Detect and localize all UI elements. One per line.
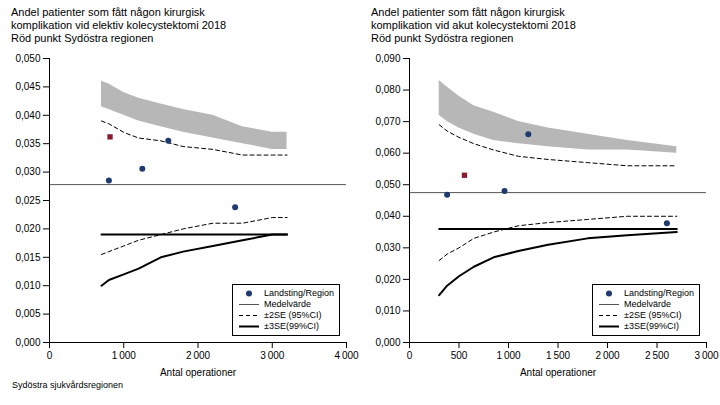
svg-text:1 000: 1 000	[496, 350, 521, 361]
svg-text:0,080: 0,080	[375, 84, 400, 95]
svg-text:0,005: 0,005	[15, 308, 40, 319]
svg-text:0,020: 0,020	[15, 223, 40, 234]
svg-text:0,000: 0,000	[15, 337, 40, 348]
html-text:Landsting/Region: Landsting/Region	[263, 288, 334, 298]
svg-text:0,025: 0,025	[15, 195, 40, 206]
svg-text:0: 0	[407, 350, 413, 361]
svg-text:0,050: 0,050	[15, 53, 40, 64]
html-text:±2SE (95%CI): ±2SE (95%CI)	[623, 310, 682, 320]
svg-text:0,070: 0,070	[375, 116, 400, 127]
html-text:Medelvärde: Medelvärde	[623, 299, 671, 309]
svg-text:0,090: 0,090	[375, 53, 400, 64]
svg-text:0,020: 0,020	[375, 274, 400, 285]
svg-text:0,040: 0,040	[15, 110, 40, 121]
svg-text:0,010: 0,010	[15, 280, 40, 291]
svg-text:2 000: 2 000	[595, 350, 620, 361]
svg-text:0,010: 0,010	[375, 305, 400, 316]
svg-text:1 000: 1 000	[112, 350, 137, 361]
html-text:±3SE(99%CI): ±3SE(99%CI)	[263, 321, 319, 331]
svg-text:0,000: 0,000	[375, 337, 400, 348]
svg-text:0,030: 0,030	[375, 242, 400, 253]
svg-text:0,030: 0,030	[15, 166, 40, 177]
html-text:Andel patienter som fått någon: Andel patienter som fått någon kirurgisk…	[11, 6, 227, 44]
svg-text:2 000: 2 000	[186, 350, 211, 361]
svg-text:4 000: 4 000	[334, 350, 359, 361]
html-text:Medelvärde: Medelvärde	[263, 299, 311, 309]
svg-text:0,060: 0,060	[375, 147, 400, 158]
html-text:Andel patienter som fått någon: Andel patienter som fått någon kirurgisk…	[371, 6, 576, 44]
svg-text:3 000: 3 000	[694, 350, 719, 361]
html-text:Sydöstra sjukvårdsregionen: Sydöstra sjukvårdsregionen	[12, 380, 124, 390]
html-text:±3SE(99%CI): ±3SE(99%CI)	[623, 321, 679, 331]
html-text:Landsting/Region: Landsting/Region	[623, 288, 694, 298]
svg-text:0,040: 0,040	[375, 210, 400, 221]
svg-text:0,015: 0,015	[15, 252, 40, 263]
svg-text:3 000: 3 000	[260, 350, 285, 361]
svg-text:500: 500	[451, 350, 468, 361]
svg-text:2 500: 2 500	[645, 350, 670, 361]
html-text:±2SE (95%CI): ±2SE (95%CI)	[263, 310, 322, 320]
svg-text:0,050: 0,050	[375, 179, 400, 190]
svg-text:0: 0	[47, 350, 53, 361]
svg-text:Antal operationer: Antal operationer	[160, 367, 237, 378]
svg-text:0,035: 0,035	[15, 138, 40, 149]
svg-text:1 500: 1 500	[546, 350, 571, 361]
svg-text:0,045: 0,045	[15, 81, 40, 92]
svg-text:Antal operationer: Antal operationer	[520, 367, 597, 378]
